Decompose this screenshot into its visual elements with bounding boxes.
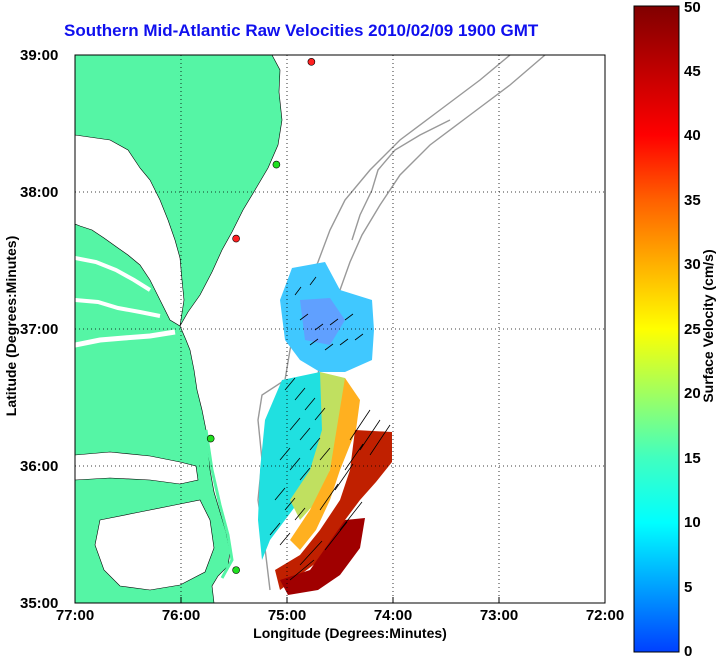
axis-ticks: [74, 597, 606, 603]
colorbar-tick: 20: [684, 385, 701, 402]
colorbar-tick: 10: [684, 514, 701, 531]
xtick-label: 75:00: [267, 607, 307, 624]
colorbar: [633, 5, 680, 653]
xtick-label: 72:00: [585, 607, 625, 624]
ytick-label: 38:00: [20, 184, 59, 201]
station-marker: [272, 160, 281, 169]
x-axis-label: Longitude (Degrees:Minutes): [253, 625, 447, 641]
colorbar-tick: 40: [684, 127, 701, 144]
colorbar-tick: 35: [684, 192, 701, 209]
albemarle-sound: [75, 451, 199, 485]
ytick-label: 35:00: [20, 595, 59, 612]
colorbar-label: Surface Velocity (cm/s): [700, 249, 716, 403]
colorbar-tick: 5: [684, 579, 693, 596]
grid-lines: [75, 55, 605, 603]
outer-banks: [204, 429, 234, 579]
colorbar-tick: 25: [684, 321, 701, 338]
station-markers: [206, 58, 316, 574]
plot-frame: [74, 54, 606, 604]
velocity-vectors: [269, 276, 391, 581]
station-marker: [232, 234, 240, 243]
station-marker: [206, 434, 215, 443]
xtick-label: 77:00: [55, 607, 95, 624]
colorbar-tick: 50: [684, 0, 701, 16]
colorbar-tick: 45: [684, 63, 701, 80]
station-marker: [232, 566, 240, 574]
ytick-label: 39:00: [20, 47, 59, 64]
station-marker: [307, 58, 316, 66]
river-york: [75, 298, 161, 318]
colorbar-tick: 30: [684, 256, 701, 273]
colorbar-tick: 0: [684, 643, 693, 660]
xtick-label: 73:00: [479, 607, 519, 624]
river-potomac: [75, 167, 154, 240]
river-rappahannock: [75, 256, 152, 292]
river-james: [75, 329, 176, 348]
xtick-label: 74:00: [373, 607, 413, 624]
y-axis-label: Latitude (Degrees:Minutes): [3, 235, 19, 417]
ytick-label: 37:00: [20, 321, 59, 338]
pamlico-sound: [94, 499, 215, 591]
xtick-label: 76:00: [161, 607, 201, 624]
map-title: Southern Mid-Atlantic Raw Velocities 201…: [64, 21, 539, 40]
colorbar-tick: 15: [684, 450, 701, 467]
ytick-label: 36:00: [20, 458, 59, 475]
